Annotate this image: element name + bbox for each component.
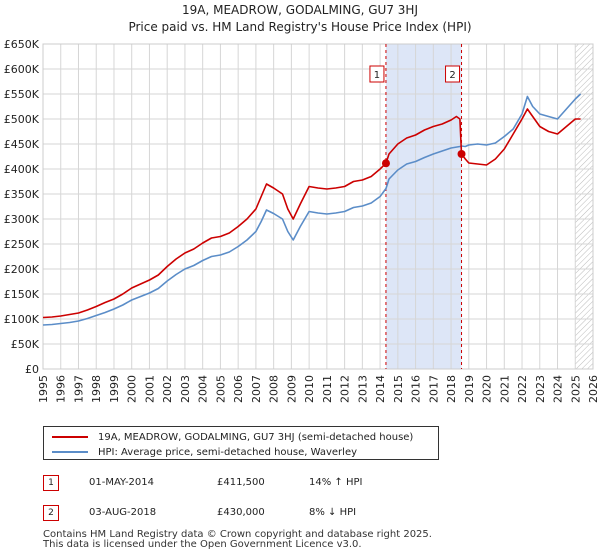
x-tick-label: 2006 xyxy=(232,375,245,403)
plot-border xyxy=(42,43,594,370)
x-tick-label: 2017 xyxy=(427,375,440,403)
sale-date: 01-MAY-2014 xyxy=(89,477,155,488)
x-tick-label: 2004 xyxy=(197,375,210,403)
x-tick-label: 2007 xyxy=(250,375,263,403)
legend-item-property: 19A, MEADROW, GODALMING, GU7 3HJ (semi-d… xyxy=(52,429,413,445)
sale-row-1: 1 01-MAY-2014 £411,500 14% ↑ HPI xyxy=(43,475,543,493)
y-tick-label: £350K xyxy=(4,188,40,201)
footer-line-1: Contains HM Land Registry data © Crown c… xyxy=(43,529,432,540)
sale-marker-badge: 2 xyxy=(43,505,59,521)
property-price-line xyxy=(42,108,581,319)
x-tick-label: 2020 xyxy=(481,375,494,403)
x-tick-label: 2013 xyxy=(356,375,369,403)
legend-property-label: 19A, MEADROW, GODALMING, GU7 3HJ (semi-d… xyxy=(98,431,414,443)
footer-line-2: This data is licensed under the Open Gov… xyxy=(43,539,362,550)
legend-item-hpi: HPI: Average price, semi-detached house,… xyxy=(52,444,357,460)
x-tick-label: 2009 xyxy=(285,375,298,403)
x-tick-label: 2014 xyxy=(374,375,387,403)
x-tick-label: 2002 xyxy=(161,375,174,403)
sale-label-box xyxy=(445,65,461,83)
x-tick-label: 2018 xyxy=(445,375,458,403)
sale-period-shading xyxy=(385,44,462,369)
chart-title: 19A, MEADROW, GODALMING, GU7 3HJ xyxy=(182,3,418,17)
x-tick-label: 1996 xyxy=(55,375,68,403)
chart-subtitle: Price paid vs. HM Land Registry's House … xyxy=(128,20,471,34)
x-tick-label: 2023 xyxy=(534,375,547,403)
x-tick-label: 2021 xyxy=(498,375,511,403)
x-tick-label: 2015 xyxy=(392,375,405,403)
y-tick-label: £300K xyxy=(4,213,40,226)
sale-label-number: 2 xyxy=(449,70,455,81)
sale-price: £411,500 xyxy=(217,477,265,488)
x-tick-label: 1998 xyxy=(90,375,103,403)
sale-hpi-diff: 14% ↑ HPI xyxy=(309,477,363,488)
x-tick-label: 2000 xyxy=(126,375,139,403)
x-tick-label: 2024 xyxy=(552,375,565,403)
y-tick-label: £0 xyxy=(25,363,39,376)
legend-hpi-label: HPI: Average price, semi-detached house,… xyxy=(98,446,358,458)
x-tick-label: 1999 xyxy=(108,375,121,403)
sale-price: £430,000 xyxy=(217,507,265,518)
x-tick-label: 2008 xyxy=(268,375,281,403)
sale-point xyxy=(457,150,466,158)
y-tick-label: £200K xyxy=(4,263,40,276)
y-tick-label: £600K xyxy=(4,63,40,76)
sale-row-2: 2 03-AUG-2018 £430,000 8% ↓ HPI xyxy=(43,505,543,523)
x-tick-label: 1995 xyxy=(37,375,50,403)
x-tick-label: 1997 xyxy=(72,375,85,403)
sale-date: 03-AUG-2018 xyxy=(89,507,157,518)
x-tick-label: 2010 xyxy=(303,375,316,403)
y-tick-label: £650K xyxy=(4,38,40,51)
x-tick-label: 2003 xyxy=(179,375,192,403)
y-tick-label: £400K xyxy=(4,163,40,176)
price-chart: 19A, MEADROW, GODALMING, GU7 3HJ Price p… xyxy=(4,3,600,403)
x-tick-label: 2025 xyxy=(569,375,582,403)
x-tick-label: 2022 xyxy=(516,375,529,403)
sale-point xyxy=(381,159,390,168)
x-tick-label: 2019 xyxy=(463,375,476,403)
legend: 19A, MEADROW, GODALMING, GU7 3HJ (semi-d… xyxy=(43,426,439,460)
x-tick-label: 2012 xyxy=(339,375,352,403)
sale-hpi-diff: 8% ↓ HPI xyxy=(309,507,357,518)
legend-property-line xyxy=(52,436,88,438)
y-tick-label: £100K xyxy=(4,313,40,326)
y-tick-label: £250K xyxy=(4,238,40,251)
sale-marker-badge: 1 xyxy=(43,475,59,491)
x-tick-label: 2001 xyxy=(143,375,156,403)
forecast-hatch-region xyxy=(575,44,593,369)
x-tick-label: 2016 xyxy=(410,375,423,403)
sale-label-box xyxy=(369,65,385,83)
sale-label-number: 1 xyxy=(374,70,380,81)
y-tick-label: £500K xyxy=(4,113,40,126)
y-tick-label: £150K xyxy=(4,288,40,301)
y-tick-label: £50K xyxy=(11,338,40,351)
y-tick-label: £450K xyxy=(4,138,40,151)
x-tick-label: 2011 xyxy=(321,375,334,403)
x-tick-label: 2026 xyxy=(587,375,600,403)
footer-attribution: Contains HM Land Registry data © Crown c… xyxy=(43,530,432,550)
x-tick-label: 2005 xyxy=(214,375,227,403)
hpi-line xyxy=(42,93,582,326)
legend-hpi-line xyxy=(52,451,88,453)
y-tick-label: £550K xyxy=(4,88,40,101)
